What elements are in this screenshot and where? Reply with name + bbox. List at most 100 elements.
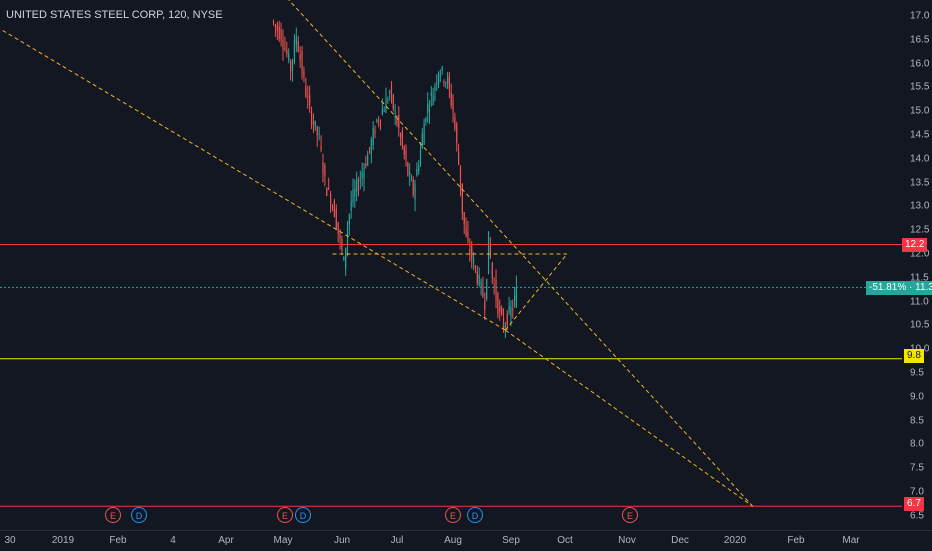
candle-body <box>290 60 292 72</box>
candle-body <box>428 109 431 112</box>
trend-line <box>504 253 568 331</box>
candle-body <box>504 325 506 328</box>
price-tick-label: 17.0 <box>910 10 930 22</box>
time-axis[interactable] <box>0 530 932 551</box>
resistance-price-tag: 12.2 <box>902 238 928 252</box>
candle-body <box>487 231 490 275</box>
support-price-tag: 9.8 <box>904 349 924 363</box>
candle-body <box>331 206 334 208</box>
candle-body <box>439 75 441 77</box>
price-tick-label: 14.0 <box>910 153 930 165</box>
candle-body <box>387 100 389 102</box>
earnings-event-marker[interactable]: E <box>277 507 293 523</box>
candle-body <box>326 188 328 197</box>
dividend-event-marker[interactable]: D <box>467 507 483 523</box>
candle-body <box>459 165 462 191</box>
candle-body <box>423 124 425 145</box>
candle-body <box>276 24 278 31</box>
candle-body <box>499 306 501 312</box>
candle-body <box>445 82 447 84</box>
candle-body <box>339 232 341 239</box>
candle-body <box>484 301 486 310</box>
candle-body <box>480 281 482 287</box>
candle-body <box>491 262 493 279</box>
price-tick-label: 7.0 <box>910 486 924 498</box>
candle-body <box>284 48 286 50</box>
current-change-label: -51.81% <box>869 282 907 293</box>
candle-body <box>441 66 443 71</box>
candle-body <box>354 188 356 197</box>
candle-body <box>401 131 404 146</box>
time-tick-label: Jul <box>390 535 404 546</box>
candle-body <box>421 133 423 148</box>
candle-body <box>489 244 492 258</box>
candle-body <box>370 139 372 155</box>
candle-body <box>418 165 420 172</box>
candle-body <box>452 99 454 113</box>
candle-body <box>512 309 514 311</box>
candle-body <box>400 133 402 138</box>
candle-body <box>359 179 361 181</box>
earnings-event-marker[interactable]: E <box>445 507 461 523</box>
candle-body <box>432 95 434 105</box>
candle-body <box>430 92 432 96</box>
candle-body <box>343 257 345 261</box>
candle-body <box>301 51 303 74</box>
candle-body <box>419 148 422 165</box>
candle-body <box>318 133 320 135</box>
time-tick-label: Feb <box>787 535 805 546</box>
trend-line <box>505 329 753 507</box>
time-tick-label: 2020 <box>723 535 747 546</box>
candle-body <box>437 72 440 85</box>
earnings-event-marker[interactable]: E <box>622 507 638 523</box>
candle-body <box>506 314 508 327</box>
symbol-title: UNITED STATES STEEL CORP, 120, NYSE <box>6 9 223 21</box>
candle-body <box>454 117 456 129</box>
candle-body <box>356 179 358 192</box>
candle-body <box>389 92 391 94</box>
candle-body <box>410 179 413 181</box>
price-tick-label: 9.5 <box>910 367 924 379</box>
candle-body <box>385 97 387 113</box>
candle-body <box>434 86 436 90</box>
candle-body <box>348 214 350 225</box>
time-tick-label: Sep <box>502 535 520 546</box>
dividend-event-marker[interactable]: D <box>131 507 147 523</box>
price-tick-label: 8.5 <box>910 415 924 427</box>
candle-body <box>493 285 495 287</box>
candle-body <box>515 287 517 307</box>
price-tick-label: 12.0 <box>910 248 930 260</box>
candle-body <box>381 109 383 115</box>
candle-body <box>361 173 363 178</box>
candle-body <box>316 126 318 136</box>
candle-body <box>469 248 471 254</box>
candle-body <box>335 209 337 229</box>
candle-body <box>310 110 313 125</box>
trend-line <box>288 0 754 507</box>
candle-body <box>291 59 294 71</box>
candle-body <box>280 29 282 41</box>
candle-body <box>293 39 296 62</box>
candle-body <box>465 226 467 237</box>
candle-body <box>314 120 316 127</box>
time-tick-label: Dec <box>671 535 689 546</box>
price-axis[interactable] <box>902 0 932 530</box>
time-tick-label: Mar <box>842 535 860 546</box>
candle-body <box>378 120 380 122</box>
time-tick-label: 30 <box>4 535 16 546</box>
candle-body <box>390 85 393 93</box>
price-tick-label: 10.5 <box>910 319 930 331</box>
candle-body <box>379 119 382 122</box>
candle-body <box>278 26 280 40</box>
candle-body <box>324 165 326 177</box>
candle-body <box>305 86 307 97</box>
current-price-tag: -51.81% · 11.3 <box>866 281 932 295</box>
candle-body <box>274 24 276 27</box>
candle-body <box>367 154 369 166</box>
earnings-event-marker[interactable]: E <box>105 507 121 523</box>
candle-body <box>303 71 305 78</box>
price-tick-label: 11.0 <box>910 296 929 308</box>
dividend-event-marker[interactable]: D <box>295 507 311 523</box>
price-tick-label: 15.0 <box>910 105 930 117</box>
